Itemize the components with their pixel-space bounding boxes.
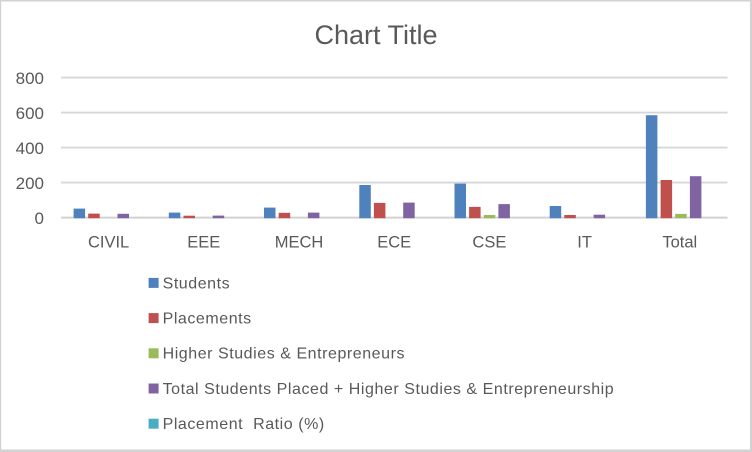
svg-text:ECE: ECE [377, 234, 411, 252]
svg-text:EEE: EEE [187, 234, 220, 252]
svg-text:MECH: MECH [275, 234, 324, 252]
svg-text:Students: Students [163, 275, 231, 292]
svg-text:Placements: Placements [163, 311, 252, 328]
svg-text:Total: Total [662, 234, 697, 252]
svg-text:IT: IT [577, 234, 592, 252]
svg-text:800: 800 [16, 69, 44, 88]
svg-text:0: 0 [35, 209, 44, 228]
svg-text:200: 200 [16, 174, 44, 193]
svg-text:Placement Ratio (%): Placement Ratio (%) [163, 416, 325, 433]
svg-text:Higher Studies & Entrepreneurs: Higher Studies & Entrepreneurs [163, 346, 405, 363]
svg-text:400: 400 [16, 139, 44, 158]
svg-text:600: 600 [16, 104, 44, 123]
svg-text:CSE: CSE [472, 234, 506, 252]
svg-text:CIVIL: CIVIL [88, 234, 129, 252]
svg-text:Total Students Placed + Higher: Total Students Placed + Higher Studies &… [163, 381, 615, 398]
svg-text:Chart Title: Chart Title [314, 20, 437, 50]
